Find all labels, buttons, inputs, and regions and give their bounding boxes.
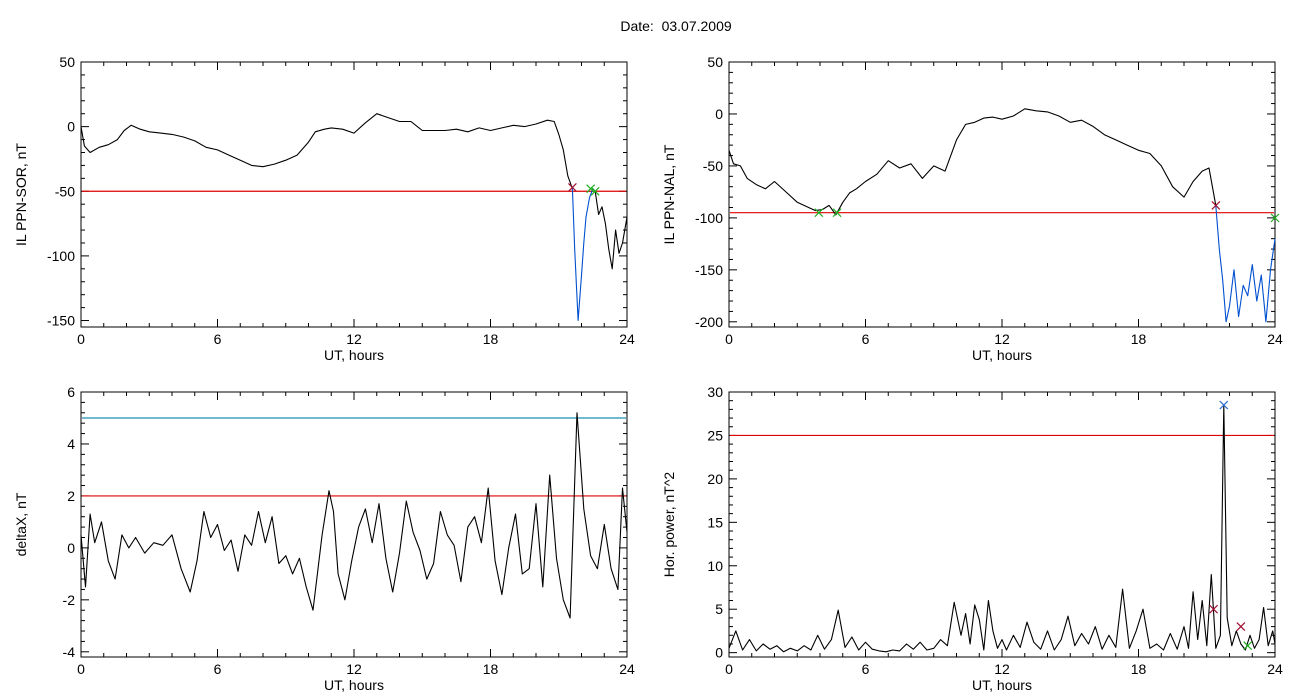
x-tick-label: 0: [77, 331, 85, 347]
y-tick-label: -50: [55, 183, 75, 199]
marker-stroke: [1236, 622, 1246, 632]
x-tick-label: 6: [214, 661, 222, 677]
panel-sor: 0 6 12 18 24 -150 -100 -50 0 50 UT, hours IL PPN-SO…: [13, 54, 635, 363]
panel-power: 0 6 12 18 24 0 5 10 15 20 25 30 UT, hours Hor. power,…: [661, 384, 1283, 693]
event-marker-red: [567, 182, 577, 192]
marker-stroke: [1211, 200, 1221, 210]
y-tick-label: 6: [67, 384, 75, 400]
x-tick-label: 24: [1267, 661, 1283, 677]
y-tick-label: 25: [707, 427, 723, 443]
marker-stroke: [814, 208, 824, 218]
event-marker-green: [1243, 641, 1253, 651]
marker-stroke: [1209, 604, 1218, 614]
event-marker-red: [1236, 622, 1246, 632]
marker-stroke: [832, 208, 842, 218]
x-tick-label: 6: [862, 661, 870, 677]
marker-stroke: [1219, 400, 1229, 410]
y-axis-label: IL PPN-NAL, nT: [661, 144, 677, 244]
x-axis-label: UT, hours: [972, 677, 1032, 693]
marker-stroke: [567, 182, 577, 192]
x-tick-label: 12: [346, 331, 362, 347]
event-marker-green: [1270, 213, 1280, 223]
event-marker-green: [814, 208, 824, 218]
y-tick-label: -200: [695, 314, 723, 330]
marker-stroke: [1270, 213, 1280, 223]
series-line-1: [1215, 205, 1276, 323]
x-axis-label: UT, hours: [324, 347, 384, 363]
series-line-0: [728, 404, 1276, 653]
plot-frame: [80, 61, 628, 328]
y-tick-label: 20: [707, 471, 723, 487]
y-tick-label: 15: [707, 514, 723, 530]
series-line-2: [594, 191, 628, 270]
y-tick-label: -50: [703, 158, 723, 174]
y-axis-label: IL PPN-SOR, nT: [13, 143, 29, 246]
x-tick-label: 24: [619, 331, 635, 347]
x-tick-label: 6: [214, 331, 222, 347]
y-tick-label: 0: [67, 540, 75, 556]
x-tick-label: 18: [483, 661, 499, 677]
plot-frame: [728, 391, 1276, 658]
x-tick-label: 0: [725, 331, 733, 347]
y-tick-label: 50: [59, 54, 75, 70]
y-tick-label: -100: [695, 210, 723, 226]
event-marker-red: [1211, 200, 1221, 210]
y-tick-label: 2: [67, 488, 75, 504]
marker-stroke: [586, 184, 596, 194]
y-tick-label: -100: [47, 248, 75, 264]
y-tick-label: -150: [47, 313, 75, 329]
series-line-0: [80, 113, 573, 189]
y-tick-label: -150: [695, 262, 723, 278]
marker-stroke: [590, 186, 600, 196]
x-tick-label: 12: [994, 331, 1010, 347]
x-axis-label: UT, hours: [324, 677, 384, 693]
x-tick-label: 6: [862, 331, 870, 347]
event-marker-green: [590, 186, 600, 196]
x-tick-label: 24: [1267, 331, 1283, 347]
series-line-0: [728, 108, 1217, 216]
y-tick-label: 0: [715, 106, 723, 122]
plot-frame: [728, 61, 1276, 328]
x-tick-label: 18: [483, 331, 499, 347]
y-tick-label: 4: [67, 436, 75, 452]
event-marker-blue: [1219, 400, 1229, 410]
panel-nal: 0 6 12 18 24 -200 -150 -100 -50 0 50 UT, hours IL PP…: [661, 54, 1283, 363]
y-tick-label: -2: [63, 592, 76, 608]
event-marker-green: [832, 208, 842, 218]
event-marker-green: [586, 184, 596, 194]
series-line-1: [571, 188, 596, 322]
y-axis-label: Hor. power, nT^2: [661, 472, 677, 578]
figure-title: Date: 03.07.2009: [620, 18, 732, 34]
y-tick-label: 50: [707, 54, 723, 70]
x-tick-label: 24: [619, 661, 635, 677]
x-tick-label: 18: [1131, 331, 1147, 347]
plot-frame: [80, 391, 628, 658]
x-tick-label: 12: [346, 661, 362, 677]
x-tick-label: 18: [1131, 661, 1147, 677]
x-tick-label: 0: [77, 661, 85, 677]
x-tick-label: 0: [725, 661, 733, 677]
y-tick-label: 0: [67, 119, 75, 135]
x-tick-label: 12: [994, 661, 1010, 677]
x-axis-label: UT, hours: [972, 347, 1032, 363]
y-tick-label: 30: [707, 384, 723, 400]
y-tick-label: 5: [715, 601, 723, 617]
y-tick-label: 10: [707, 558, 723, 574]
series-line-0: [80, 412, 628, 619]
marker-stroke: [1243, 641, 1253, 651]
event-marker-red: [1209, 604, 1218, 614]
y-axis-label: deltaX, nT: [13, 492, 29, 556]
y-tick-label: -4: [63, 644, 76, 660]
y-tick-label: 0: [715, 645, 723, 661]
